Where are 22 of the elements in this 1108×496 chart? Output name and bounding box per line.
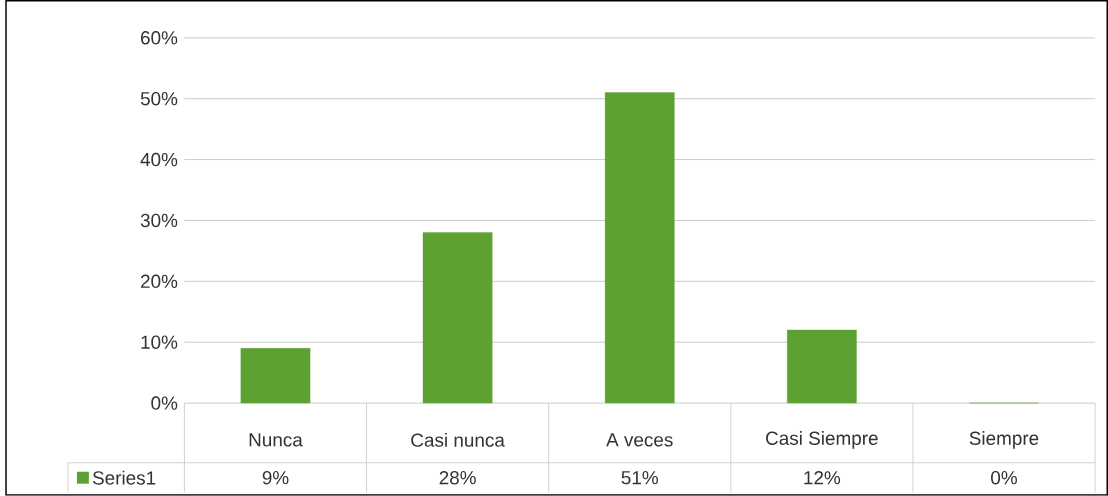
y-tick-label: 40% xyxy=(140,153,178,167)
x-tick-label: Siempre xyxy=(969,431,1039,449)
y-tick-label: 20% xyxy=(141,274,178,289)
y-tick-label: 0% xyxy=(151,396,178,410)
legend-label: Series1 xyxy=(92,470,156,485)
data-label: 0% xyxy=(991,471,1017,485)
x-tick-label: A veces xyxy=(606,433,673,447)
y-tick-label: 60% xyxy=(141,31,178,45)
bar xyxy=(422,232,493,404)
y-tick-label: 50% xyxy=(140,92,178,106)
data-label: 9% xyxy=(262,471,289,485)
bar xyxy=(787,330,857,404)
x-tick-label: Casi nunca xyxy=(411,433,505,448)
y-tick-label: 30% xyxy=(140,213,178,228)
bar xyxy=(604,92,675,404)
bar xyxy=(240,348,311,404)
x-tick-label: Casi Siempre xyxy=(766,431,878,449)
data-label: 12% xyxy=(804,471,841,485)
y-tick-label: 10% xyxy=(141,335,178,350)
data-label: 28% xyxy=(439,471,476,485)
x-tick-label: Nunca xyxy=(249,433,303,447)
data-label: 51% xyxy=(621,471,658,485)
